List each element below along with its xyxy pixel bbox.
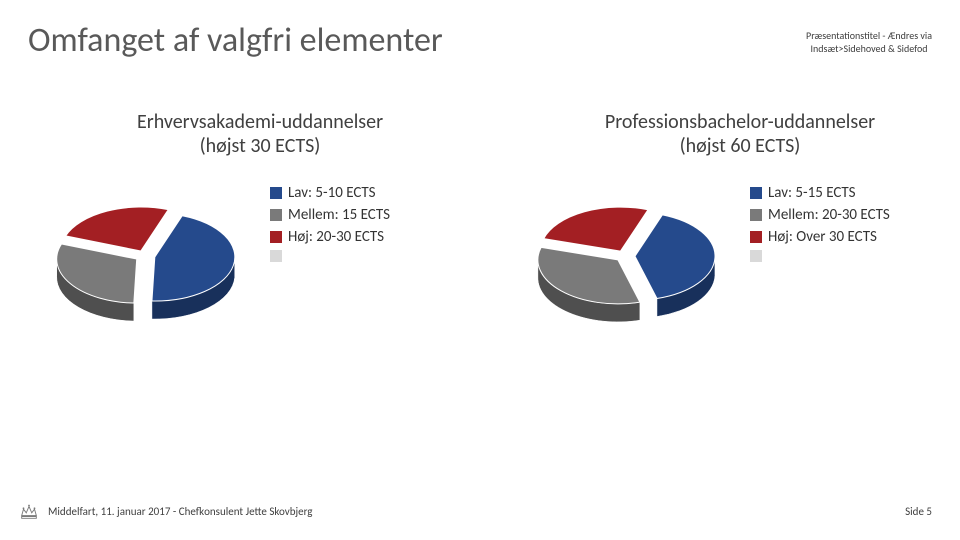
crown-icon	[18, 500, 40, 522]
chart-left-title-line2: (højst 30 ECTS)	[40, 134, 480, 158]
pie-right-svg	[520, 186, 730, 336]
header-note: Præsentationstitel - Ændres via Indsæt>S…	[806, 30, 932, 55]
legend-label: Høj: Over 30 ECTS	[768, 228, 877, 246]
pie-left-svg	[40, 186, 250, 336]
legend-item: Høj: Over 30 ECTS	[750, 228, 890, 246]
legend-swatch	[270, 231, 282, 243]
legend-swatch	[270, 250, 282, 262]
legend-right: Lav: 5-15 ECTS Mellem: 20-30 ECTS Høj: O…	[750, 184, 890, 262]
legend-item	[750, 250, 890, 262]
page-title: Omfanget af valgfri elementer	[28, 20, 443, 61]
legend-label: Mellem: 20-30 ECTS	[768, 206, 890, 224]
legend-item: Mellem: 20-30 ECTS	[750, 206, 890, 224]
legend-item: Mellem: 15 ECTS	[270, 206, 390, 224]
pie-left	[40, 186, 250, 336]
footer-text: Middelfart, 11. januar 2017 - Chefkonsul…	[48, 505, 312, 518]
chart-left-row: Lav: 5-10 ECTS Mellem: 15 ECTS Høj: 20-3…	[40, 186, 480, 336]
chart-left-title: Erhvervsakademi-uddannelser (højst 30 EC…	[40, 110, 480, 158]
legend-label: Lav: 5-10 ECTS	[288, 184, 376, 202]
legend-left: Lav: 5-10 ECTS Mellem: 15 ECTS Høj: 20-3…	[270, 184, 390, 262]
page-number: Side 5	[905, 505, 932, 518]
legend-swatch	[750, 250, 762, 262]
chart-left-title-line1: Erhvervsakademi-uddannelser	[40, 110, 480, 134]
legend-swatch	[750, 209, 762, 221]
chart-right-title-line1: Professionsbachelor-uddannelser	[520, 110, 960, 134]
legend-item: Høj: 20-30 ECTS	[270, 228, 390, 246]
legend-label: Høj: 20-30 ECTS	[288, 228, 384, 246]
chart-left: Erhvervsakademi-uddannelser (højst 30 EC…	[40, 110, 480, 336]
pie-right	[520, 186, 730, 336]
legend-item: Lav: 5-15 ECTS	[750, 184, 890, 202]
header-note-line1: Præsentationstitel - Ændres via	[806, 30, 932, 43]
header-note-line2: Indsæt>Sidehoved & Sidefod	[806, 43, 932, 56]
legend-item: Lav: 5-10 ECTS	[270, 184, 390, 202]
slide: Omfanget af valgfri elementer Præsentati…	[0, 0, 960, 540]
legend-swatch	[750, 231, 762, 243]
footer-left: Middelfart, 11. januar 2017 - Chefkonsul…	[18, 500, 312, 522]
legend-label: Mellem: 15 ECTS	[288, 206, 390, 224]
chart-right-row: Lav: 5-15 ECTS Mellem: 20-30 ECTS Høj: O…	[520, 186, 960, 336]
legend-item	[270, 250, 390, 262]
legend-label: Lav: 5-15 ECTS	[768, 184, 856, 202]
footer: Middelfart, 11. januar 2017 - Chefkonsul…	[0, 500, 960, 522]
legend-swatch	[750, 187, 762, 199]
legend-swatch	[270, 209, 282, 221]
chart-right-title-line2: (højst 60 ECTS)	[520, 134, 960, 158]
chart-right: Professionsbachelor-uddannelser (højst 6…	[520, 110, 960, 336]
chart-right-title: Professionsbachelor-uddannelser (højst 6…	[520, 110, 960, 158]
legend-swatch	[270, 187, 282, 199]
